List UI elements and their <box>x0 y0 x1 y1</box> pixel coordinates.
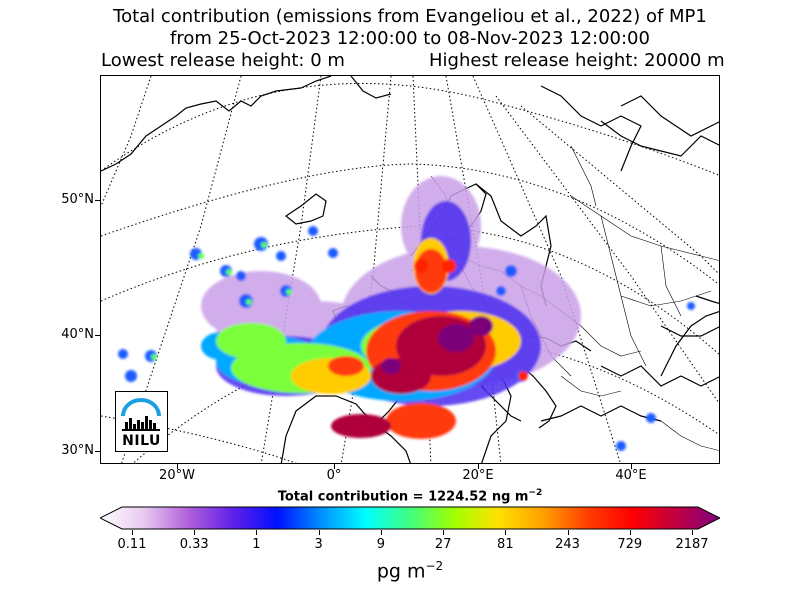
colorbar-tick-label: 1 <box>252 537 261 552</box>
lon-tick <box>177 464 178 469</box>
colorbar-tick <box>256 530 258 535</box>
map-panel[interactable] <box>100 75 720 464</box>
concentration-field <box>118 176 695 451</box>
colorbar-tick-label: 0.11 <box>117 537 147 552</box>
colorbar-tick <box>380 530 382 535</box>
colorbar-tick <box>567 530 569 535</box>
lon-label-40e: 40°E <box>615 468 647 483</box>
colorbar-tick-label: 0.33 <box>179 537 209 552</box>
colorbar-tick <box>629 530 631 535</box>
lat-tick <box>95 200 100 201</box>
lat-label-50n: 50°N <box>61 192 94 207</box>
lat-label-30n: 30°N <box>61 443 94 458</box>
lat-tick <box>95 335 100 336</box>
lon-label-0: 0° <box>326 468 342 483</box>
lon-tick <box>478 464 479 469</box>
lon-tick <box>631 464 632 469</box>
total-contribution-exponent: −2 <box>528 488 543 498</box>
colorbar-tick-label: 81 <box>497 537 514 552</box>
highest-release-height: Highest release height: 20000 m <box>429 50 725 71</box>
colorbar-tick-label: 9 <box>376 537 386 552</box>
colorbar-tick-label: 2187 <box>675 537 709 552</box>
unit-text: pg m <box>376 560 426 583</box>
total-contribution-text: Total contribution = 1224.52 ng m <box>277 489 529 505</box>
nilu-logo-text: NILU <box>122 433 161 449</box>
colorbar-tick-label: 3 <box>314 537 323 552</box>
colorbar-tick-label: 27 <box>434 537 452 552</box>
title-line-2: from 25-Oct-2023 12:00:00 to 08-Nov-2023… <box>170 28 650 49</box>
colorbar-gradient <box>100 506 720 530</box>
lat-tick <box>95 451 100 452</box>
colorbar <box>100 506 720 530</box>
colorbar-unit: pg m−2 <box>0 559 800 582</box>
colorbar-tick <box>194 530 196 535</box>
colorbar-tick <box>692 530 693 535</box>
colorbar-tick <box>318 530 320 535</box>
nilu-logo: NILU <box>115 391 168 452</box>
colorbar-tick <box>443 530 445 535</box>
colorbar-tick <box>505 530 507 535</box>
colorbar-tick-label: 243 <box>555 537 580 552</box>
map-canvas <box>101 76 719 463</box>
lon-label-20w: 20°W <box>159 468 195 483</box>
lat-label-40n: 40°N <box>61 327 94 342</box>
lowest-release-height: Lowest release height: 0 m <box>101 50 345 71</box>
colorbar-tick-label: 729 <box>617 537 643 552</box>
total-contribution: Total contribution = 1224.52 ng m−2 <box>0 488 800 504</box>
colorbar-tick <box>132 530 133 535</box>
title-line-1: Total contribution (emissions from Evang… <box>113 6 707 27</box>
lon-label-20e: 20°E <box>462 468 494 483</box>
lon-tick <box>334 464 335 469</box>
nilu-logo-graphic <box>121 398 161 431</box>
unit-exponent: −2 <box>425 559 444 573</box>
